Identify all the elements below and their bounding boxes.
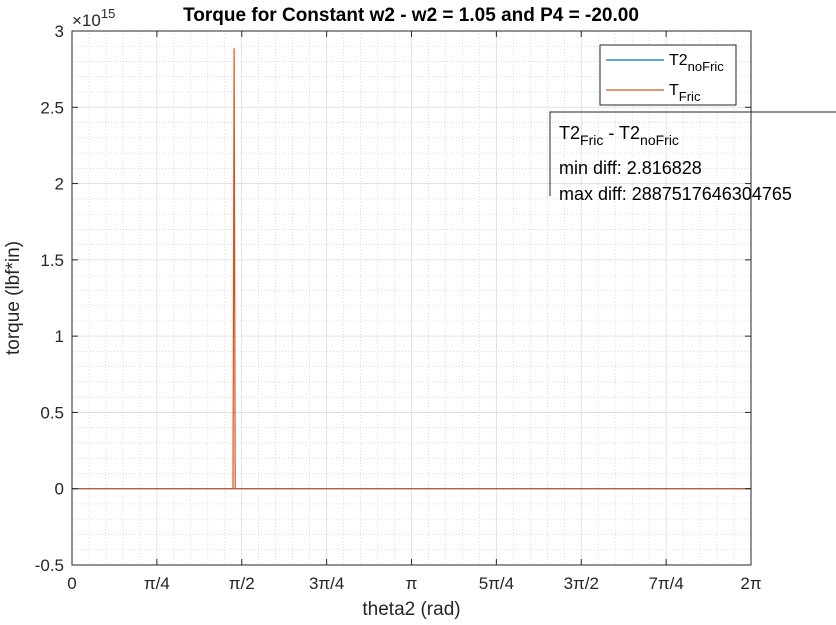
x-tick-label: 0 [67, 574, 76, 593]
x-tick-label: π/2 [229, 574, 255, 593]
y-axis-label: torque (lbf*in) [3, 241, 24, 355]
annotation-line-3: max diff: 2887517646304765 [559, 184, 792, 204]
x-tick-label: 3π/2 [564, 574, 599, 593]
y-tick-label: 0 [55, 480, 64, 499]
legend: T2noFric TFric [599, 44, 737, 106]
y-exponent-base: ×10 [72, 11, 101, 30]
y-exponent-power: 15 [101, 6, 115, 21]
x-tick-label: 5π/4 [479, 574, 514, 593]
x-axis-label: theta2 (rad) [362, 599, 460, 620]
y-tick-label: 1 [55, 327, 64, 346]
series-line-t-fric [72, 48, 751, 490]
legend-label-t-fric: TFric [669, 82, 701, 104]
x-tick-label: π [406, 574, 418, 593]
annotation-frame [549, 111, 836, 196]
y-tick-labels: -0.5 0 0.5 1 1.5 2 2.5 3 [35, 22, 751, 575]
x-tick-label: 3π/4 [309, 574, 344, 593]
y-exponent-label: ×1015 [72, 6, 115, 30]
chart-title: Torque for Constant w2 - w2 = 1.05 and P… [183, 5, 639, 26]
legend-label-t2-nofric: T2noFric [669, 52, 724, 74]
x-tick-label: 2π [740, 574, 761, 593]
y-tick-label: 2 [55, 175, 64, 194]
annotation-box: T2Fric - T2noFric min diff: 2.816828 max… [549, 111, 836, 204]
x-tick-label: 7π/4 [648, 574, 683, 593]
x-tick-labels: 0 π/4 π/2 3π/4 π 5π/4 3π/2 7π/4 2π [67, 31, 762, 593]
legend-box [599, 44, 737, 106]
y-tick-label: -0.5 [35, 556, 64, 575]
y-tick-label: 1.5 [40, 251, 64, 270]
y-tick-label: 2.5 [40, 98, 64, 117]
annotation-line-2: min diff: 2.816828 [559, 158, 702, 178]
x-tick-label: π/4 [144, 574, 170, 593]
y-tick-label: 3 [55, 22, 64, 41]
series-layer [72, 48, 751, 490]
annotation-line-1: T2Fric - T2noFric [559, 123, 679, 148]
y-tick-label: 0.5 [40, 403, 64, 422]
